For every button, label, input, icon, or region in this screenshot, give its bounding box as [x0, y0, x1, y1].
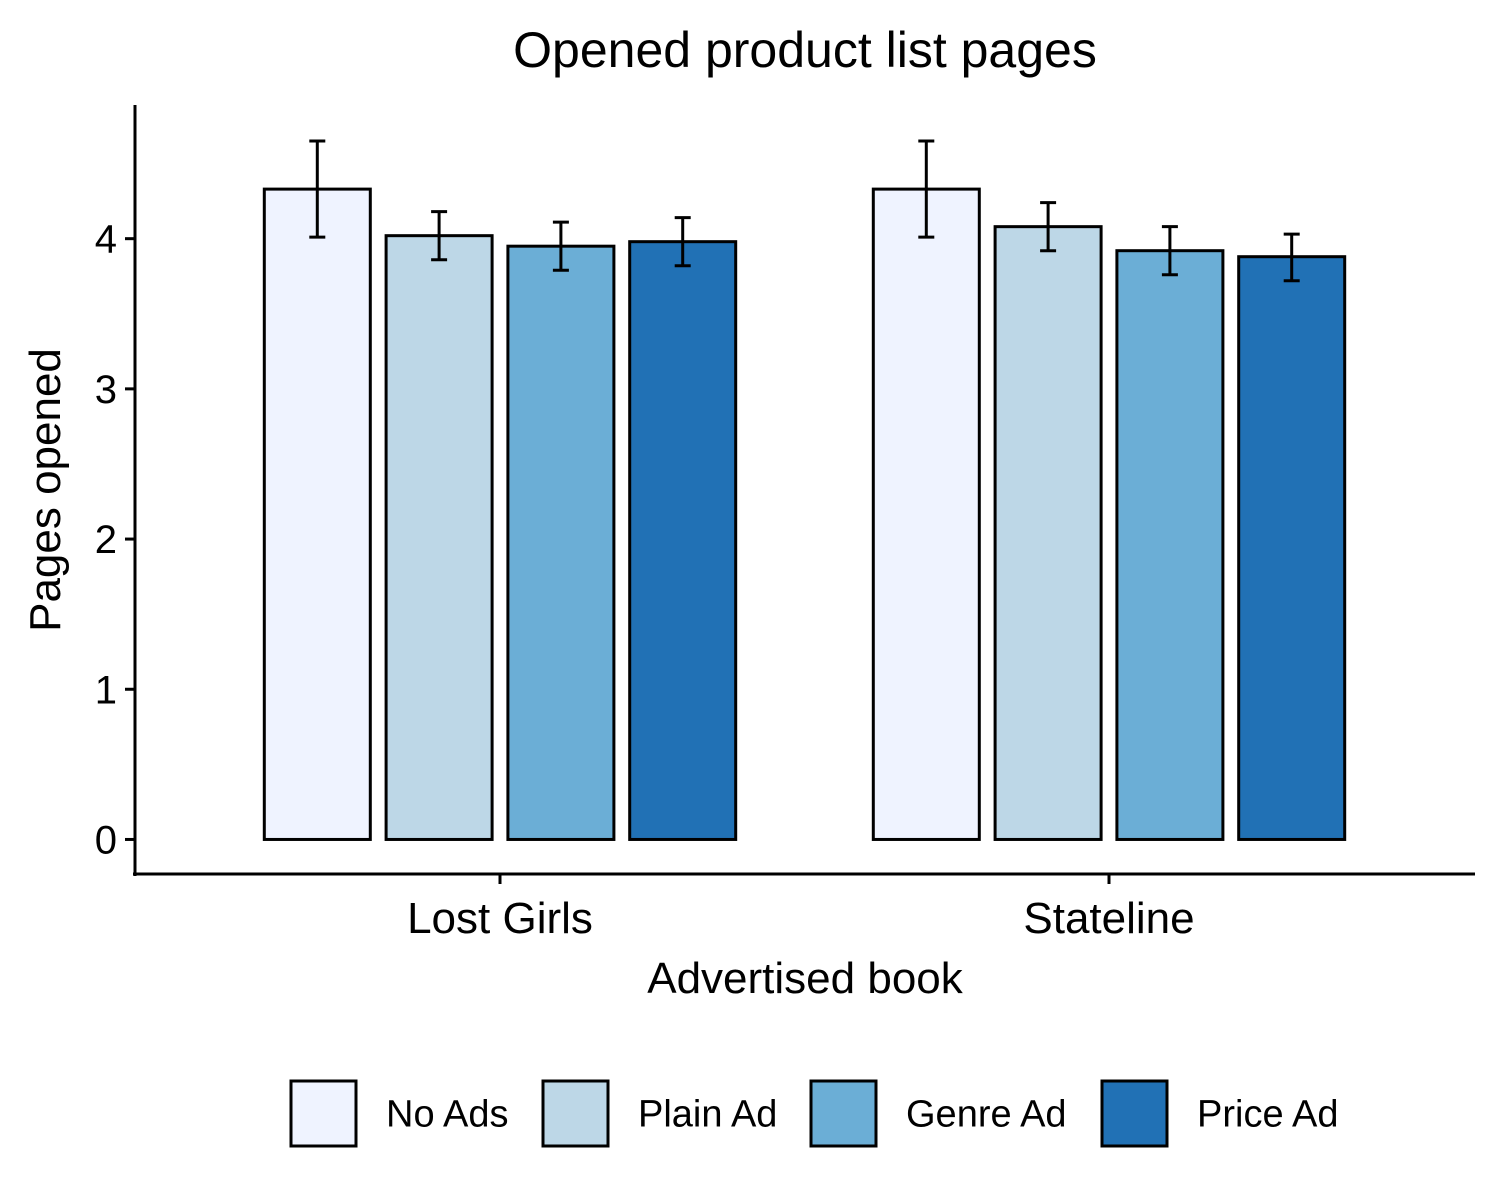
- y-axis-ticks: 0 1 2 3 4: [95, 218, 135, 862]
- y-tick-label: 4: [95, 218, 117, 262]
- legend-label: Genre Ad: [906, 1094, 1067, 1136]
- x-axis-categories: Lost Girls Stateline: [407, 874, 1195, 943]
- bar: [262, 187, 372, 841]
- x-tick-label: Lost Girls: [407, 894, 593, 943]
- legend-key: [541, 1079, 610, 1148]
- legend-label: No Ads: [386, 1094, 509, 1136]
- chart-title: Opened product list pages: [513, 22, 1097, 78]
- bar: [628, 240, 738, 841]
- legend-key: [1100, 1079, 1169, 1148]
- x-axis-title: Advertised book: [647, 954, 964, 1003]
- legend-key: [809, 1079, 878, 1148]
- y-tick-label: 1: [95, 668, 117, 712]
- bar: [384, 234, 494, 841]
- y-tick-label: 3: [95, 368, 117, 412]
- legend-key: [289, 1079, 358, 1148]
- bar: [1237, 255, 1347, 841]
- y-tick-label: 0: [95, 818, 117, 862]
- legend-label: Plain Ad: [638, 1094, 777, 1136]
- legend-label: Price Ad: [1197, 1094, 1339, 1136]
- bar: [1115, 249, 1225, 841]
- x-tick-label: Stateline: [1023, 894, 1194, 943]
- bar: [871, 187, 981, 841]
- y-tick-label: 2: [95, 518, 117, 562]
- y-axis-title: Pages opened: [21, 348, 70, 632]
- bar: [506, 244, 616, 841]
- plot-area: [262, 139, 1347, 841]
- bar: [993, 225, 1103, 841]
- legend: No Ads Plain Ad Genre Ad Price Ad: [289, 1079, 1339, 1148]
